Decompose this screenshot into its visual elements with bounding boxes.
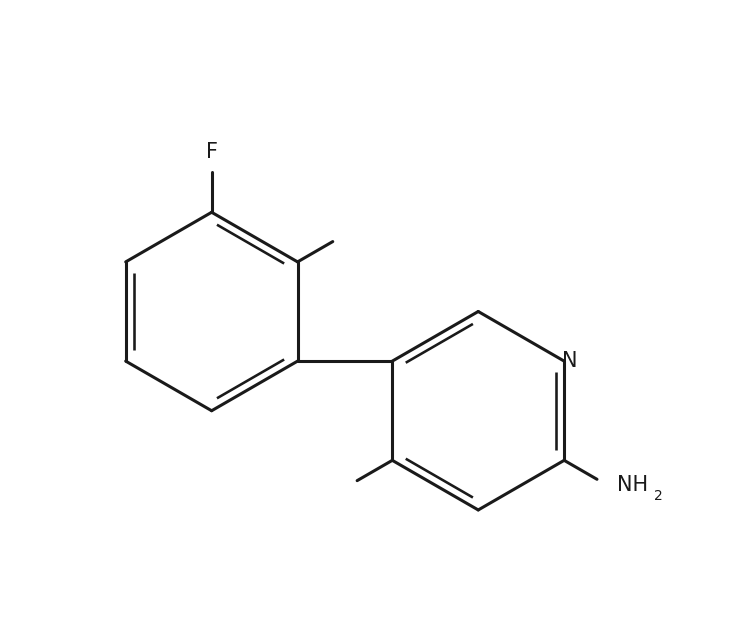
- Text: 2: 2: [654, 489, 663, 503]
- Text: N: N: [562, 351, 577, 371]
- Text: NH: NH: [617, 475, 648, 495]
- Text: F: F: [206, 142, 218, 162]
